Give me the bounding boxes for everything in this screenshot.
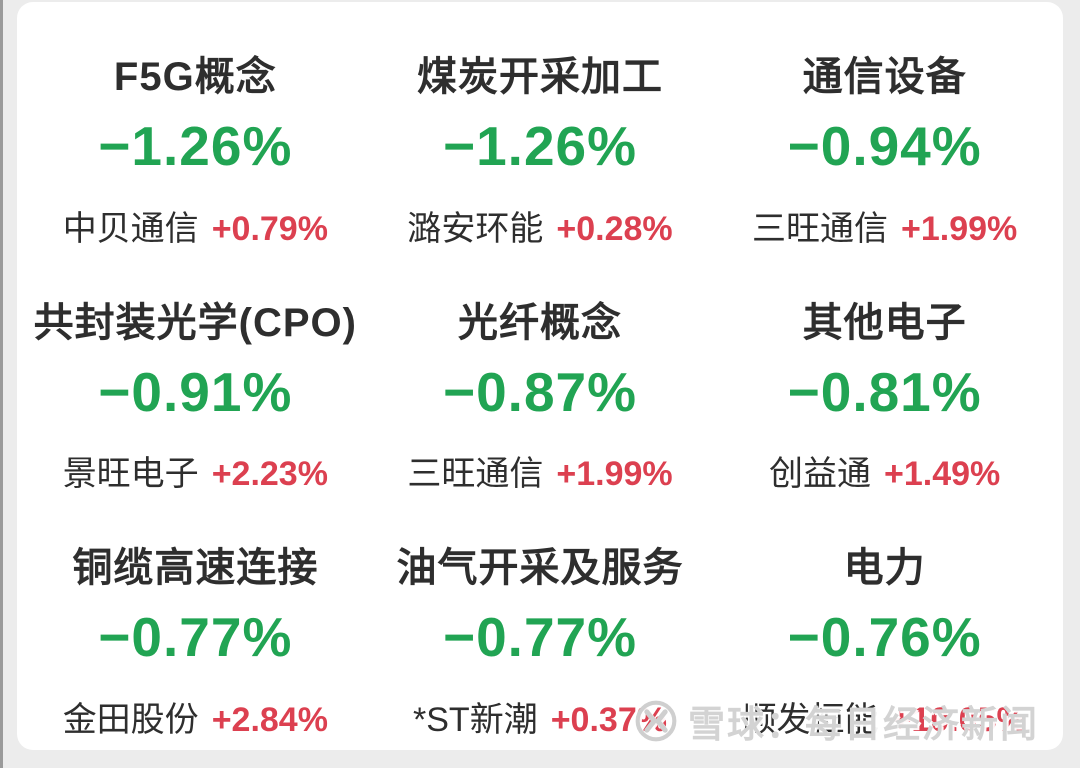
sector-grid: F5G概念 −1.26% 中贝通信 +0.79% 煤炭开采加工 −1.26% 潞… — [17, 2, 1063, 741]
sector-change: −0.77% — [98, 606, 293, 668]
sector-change: −1.26% — [442, 115, 638, 177]
top-stock-name: 景旺电子 — [62, 455, 199, 493]
sector-change: −1.26% — [98, 115, 293, 177]
sector-card: 其他电子 −0.81% 创益通 +1.49% — [712, 300, 1057, 496]
top-stock-change: +0.79% — [211, 209, 328, 248]
sector-change: −0.87% — [442, 360, 638, 423]
top-stock-line: 顺发恒能 +10.05% — [743, 692, 1027, 741]
top-stock-name: *ST新潮 — [413, 700, 538, 739]
top-stock-change: +2.23% — [211, 455, 328, 493]
sector-change: −0.91% — [98, 360, 293, 423]
top-stock-name: 顺发恒能 — [742, 700, 879, 739]
sector-card: 电力 −0.76% 顺发恒能 +10.05% — [712, 545, 1057, 741]
sector-card: 共封装光学(CPO) −0.91% 景旺电子 +2.23% — [23, 300, 368, 496]
top-stock-name: 金田股份 — [62, 700, 199, 739]
top-stock-line: 三旺通信 +1.99% — [407, 446, 672, 495]
top-stock-line: 中贝通信 +0.79% — [63, 201, 328, 250]
sector-card: 油气开采及服务 −0.77% *ST新潮 +0.37% — [368, 545, 713, 741]
sector-heatmap-card: F5G概念 −1.26% 中贝通信 +0.79% 煤炭开采加工 −1.26% 潞… — [17, 2, 1063, 750]
sector-change: −0.94% — [787, 115, 982, 177]
top-stock-line: 金田股份 +2.84% — [63, 692, 328, 741]
top-stock-change: +1.99% — [901, 209, 1018, 248]
sector-name: 光纤概念 — [457, 300, 622, 345]
sector-name: 煤炭开采加工 — [416, 55, 663, 99]
sector-change: −0.81% — [787, 360, 982, 423]
sector-name: 铜缆高速连接 — [72, 546, 319, 590]
sector-card: 光纤概念 −0.87% 三旺通信 +1.99% — [368, 300, 713, 496]
sector-name: 油气开采及服务 — [396, 546, 684, 590]
sector-name: 电力 — [843, 546, 926, 590]
sector-card: 煤炭开采加工 −1.26% 潞安环能 +0.28% — [368, 54, 713, 250]
top-stock-name: 中贝通信 — [62, 209, 199, 248]
top-stock-change: +0.28% — [556, 209, 673, 248]
sector-name: F5G概念 — [113, 55, 277, 99]
sector-card: 铜缆高速连接 −0.77% 金田股份 +2.84% — [23, 545, 368, 741]
top-stock-name: 三旺通信 — [752, 209, 889, 248]
top-stock-name: 三旺通信 — [407, 455, 544, 493]
sector-name: 通信设备 — [802, 55, 967, 99]
top-stock-name: 潞安环能 — [407, 209, 544, 248]
top-stock-line: 潞安环能 +0.28% — [407, 201, 672, 250]
top-stock-change: +2.84% — [211, 700, 328, 739]
screenshot-edge-strip — [0, 0, 3, 768]
top-stock-line: *ST新潮 +0.37% — [413, 692, 667, 741]
top-stock-line: 三旺通信 +1.99% — [752, 201, 1017, 250]
top-stock-line: 景旺电子 +2.23% — [63, 446, 328, 495]
sector-card: 通信设备 −0.94% 三旺通信 +1.99% — [712, 54, 1057, 250]
sector-change: −0.76% — [787, 606, 982, 668]
top-stock-change: +0.37% — [550, 700, 667, 739]
sector-name: 共封装光学(CPO) — [33, 300, 357, 345]
sector-name: 其他电子 — [802, 300, 967, 345]
top-stock-line: 创益通 +1.49% — [769, 446, 1000, 495]
top-stock-change: +10.05% — [891, 700, 1027, 739]
sector-card: F5G概念 −1.26% 中贝通信 +0.79% — [23, 54, 368, 250]
top-stock-name: 创益通 — [769, 455, 872, 493]
top-stock-change: +1.99% — [556, 455, 673, 493]
top-stock-change: +1.49% — [884, 455, 1001, 493]
sector-change: −0.77% — [442, 606, 638, 668]
